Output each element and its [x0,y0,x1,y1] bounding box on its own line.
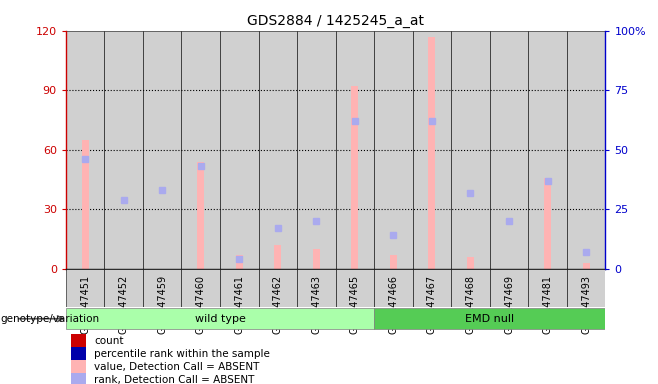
Text: GSM147460: GSM147460 [195,275,206,334]
Bar [259,269,297,307]
Bar [336,31,374,269]
Bar [451,31,490,269]
Bar [313,249,320,269]
Bar [374,31,413,269]
Bar [143,269,182,307]
Bar [582,263,590,269]
Bar [374,269,413,307]
Text: GSM147469: GSM147469 [504,275,514,334]
Bar [82,140,89,269]
Text: GSM147461: GSM147461 [234,275,244,334]
Bar [567,31,605,269]
Text: GSM147459: GSM147459 [157,275,167,334]
Bar [71,373,86,384]
Text: genotype/variation: genotype/variation [1,314,100,324]
Bar [236,255,243,269]
Bar [71,347,86,361]
Bar [297,269,336,307]
Text: EMD null: EMD null [465,314,515,324]
Bar [374,308,605,329]
Bar [259,31,297,269]
Bar [390,255,397,269]
Title: GDS2884 / 1425245_a_at: GDS2884 / 1425245_a_at [247,14,424,28]
Text: GSM147468: GSM147468 [465,275,476,334]
Bar [105,269,143,307]
Bar [220,31,259,269]
Bar [297,31,336,269]
Bar [71,334,86,348]
Bar [182,31,220,269]
Bar [467,257,474,269]
Text: GSM147465: GSM147465 [350,275,360,334]
Bar [567,269,605,307]
Bar [351,86,359,269]
Text: GSM147452: GSM147452 [118,275,128,334]
Bar [336,269,374,307]
Bar [490,31,528,269]
Bar [66,308,374,329]
Bar [197,162,204,269]
Text: GSM147466: GSM147466 [388,275,398,334]
Bar [528,31,567,269]
Bar [105,31,143,269]
Text: GSM147481: GSM147481 [543,275,553,334]
Text: GSM147451: GSM147451 [80,275,90,334]
Text: GSM147467: GSM147467 [427,275,437,334]
Bar [544,177,551,269]
Bar [428,36,436,269]
Text: GSM147493: GSM147493 [581,275,591,334]
Bar [274,245,281,269]
Text: GSM147463: GSM147463 [311,275,321,334]
Bar [220,269,259,307]
Text: percentile rank within the sample: percentile rank within the sample [94,349,270,359]
Bar [71,360,86,374]
Bar [66,31,105,269]
Text: wild type: wild type [195,314,245,324]
Bar [182,269,220,307]
Bar [451,269,490,307]
Bar [413,269,451,307]
Bar [66,269,105,307]
Bar [143,31,182,269]
Bar [413,31,451,269]
Text: rank, Detection Call = ABSENT: rank, Detection Call = ABSENT [94,375,255,384]
Text: value, Detection Call = ABSENT: value, Detection Call = ABSENT [94,362,260,372]
Text: count: count [94,336,124,346]
Bar [528,269,567,307]
Text: GSM147462: GSM147462 [273,275,283,334]
Bar [490,269,528,307]
